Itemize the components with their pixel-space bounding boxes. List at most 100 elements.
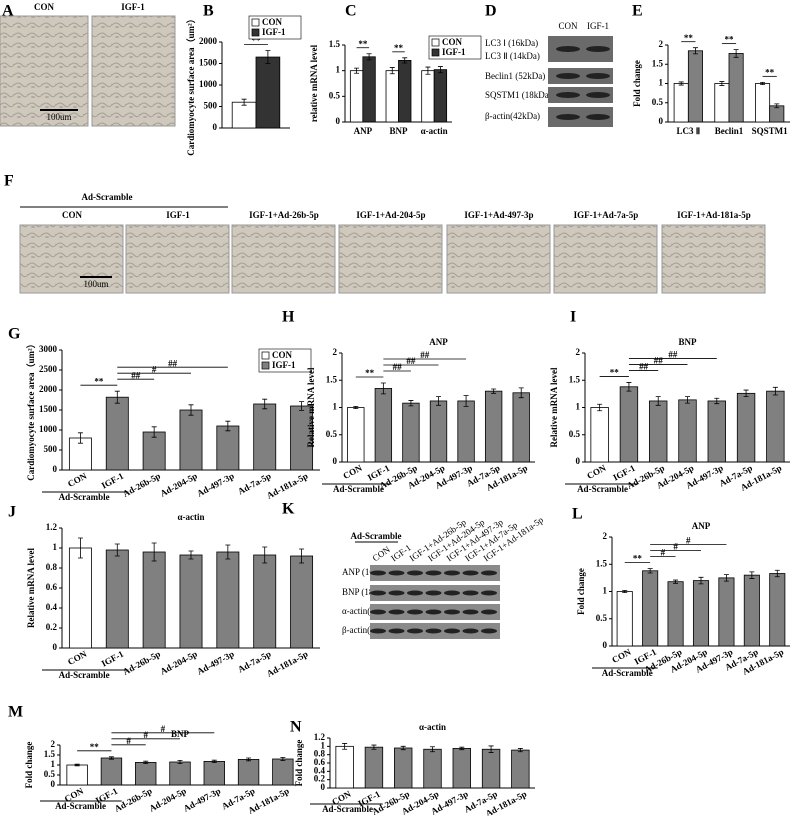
y-tick-label: 2 <box>576 347 581 357</box>
chart-title: ANP <box>429 337 448 347</box>
x-tick-label: LC3 Ⅱ <box>676 126 700 136</box>
legend-swatch <box>251 18 260 27</box>
y-tick-label: 1000 <box>39 424 58 434</box>
significance-label: ** <box>725 35 735 45</box>
micrograph <box>91 15 176 127</box>
error-bar <box>74 763 80 767</box>
significance-label: ## <box>420 350 430 360</box>
y-tick-label: 0.6 <box>46 582 58 592</box>
y-tick-label: 0.4 <box>46 602 58 612</box>
bar <box>457 400 475 463</box>
band <box>444 609 460 615</box>
lane-label: IGF-1 <box>587 21 609 31</box>
error-bar <box>151 542 157 562</box>
band <box>407 628 423 634</box>
image-label: CON <box>34 2 55 12</box>
significance-label: ** <box>765 67 775 77</box>
legend-box <box>248 15 302 40</box>
significance-label: ** <box>94 376 104 386</box>
y-axis-label: Fold change <box>632 60 642 107</box>
chart-title: ANP <box>692 521 711 531</box>
x-tick-label: Ad-497-3p <box>182 786 222 814</box>
bar <box>766 390 785 463</box>
band <box>556 114 580 120</box>
micrograph <box>338 224 443 294</box>
bar <box>743 574 760 647</box>
bar <box>728 53 744 123</box>
bar <box>142 431 166 471</box>
band <box>444 570 460 576</box>
band <box>462 628 479 634</box>
group-label: Ad-Scramble <box>59 492 110 502</box>
bar <box>481 748 501 789</box>
micrograph <box>125 224 230 294</box>
y-tick-label: 0.5 <box>326 429 338 439</box>
panel-letter: M <box>8 704 23 721</box>
y-tick-label: 0.5 <box>569 429 581 439</box>
y-tick-label: 3000 <box>39 344 58 354</box>
band <box>481 628 497 634</box>
band <box>370 590 386 596</box>
x-tick-label: ANP <box>354 126 373 136</box>
micrograph <box>19 224 124 294</box>
panel-letter: I <box>570 309 576 326</box>
group-label: Ad-Scramble <box>55 801 106 811</box>
micrograph <box>0 15 89 127</box>
error-bar <box>353 406 359 409</box>
group-label: Ad-Scramble <box>577 484 628 494</box>
blot-row-label: β-actin(42kDa) <box>342 625 397 635</box>
bar <box>616 591 633 647</box>
x-tick-label: CON <box>610 647 633 665</box>
error-bar <box>425 66 431 75</box>
y-axis-label: Relative mRNA level <box>549 367 559 447</box>
y-tick-label: 1 <box>576 402 581 412</box>
y-tick-label: 1.2 <box>314 732 326 742</box>
bar <box>421 70 435 123</box>
error-bar <box>626 382 632 392</box>
y-tick-label: 1500 <box>39 404 58 414</box>
significance-label: # <box>126 736 131 746</box>
group-label: Ad-Scramble <box>59 670 110 680</box>
y-tick-label: 1000 <box>199 79 218 89</box>
error-bar <box>673 579 679 584</box>
bar <box>678 399 697 463</box>
bar <box>736 392 756 463</box>
x-tick-label: Ad-204-5p <box>158 471 198 499</box>
blot-row-label: SQSTM1 (18kDa) <box>485 90 552 100</box>
y-tick-label: 0.5 <box>596 613 608 623</box>
band <box>556 46 580 52</box>
error-bar <box>518 387 524 399</box>
band <box>388 570 405 576</box>
panel-letter: N <box>290 719 302 736</box>
band <box>481 570 497 576</box>
significance-label: ## <box>131 370 141 380</box>
y-tick-label: 1 <box>333 402 338 412</box>
legend-label: CON <box>262 17 283 27</box>
error-bar <box>366 53 372 61</box>
bar <box>362 56 376 123</box>
y-axis-label: Fold change <box>576 568 586 615</box>
error-bar <box>299 548 305 564</box>
panel-letter: A <box>2 3 14 20</box>
error-bar <box>211 759 217 763</box>
bar <box>687 50 703 123</box>
error-bar <box>389 67 395 75</box>
error-bar <box>241 98 247 106</box>
blot-row-label: Beclin1 (52kDa) <box>485 71 545 81</box>
y-tick-label: 0.8 <box>314 749 326 759</box>
bar <box>452 748 471 789</box>
bar <box>347 407 365 463</box>
y-tick-label: 1.5 <box>326 374 338 384</box>
significance-label: ** <box>252 36 262 46</box>
legend-swatch <box>251 28 260 37</box>
y-tick-label: 1.5 <box>329 39 341 49</box>
y-tick-label: 0 <box>53 464 58 474</box>
bar <box>619 386 639 463</box>
panel-letter: L <box>572 506 583 523</box>
error-bar <box>647 568 653 574</box>
significance-label: # <box>161 724 166 734</box>
bar <box>253 403 277 471</box>
significance-label: ** <box>633 554 643 564</box>
error-bar <box>430 746 435 753</box>
legend-swatch <box>261 361 270 370</box>
